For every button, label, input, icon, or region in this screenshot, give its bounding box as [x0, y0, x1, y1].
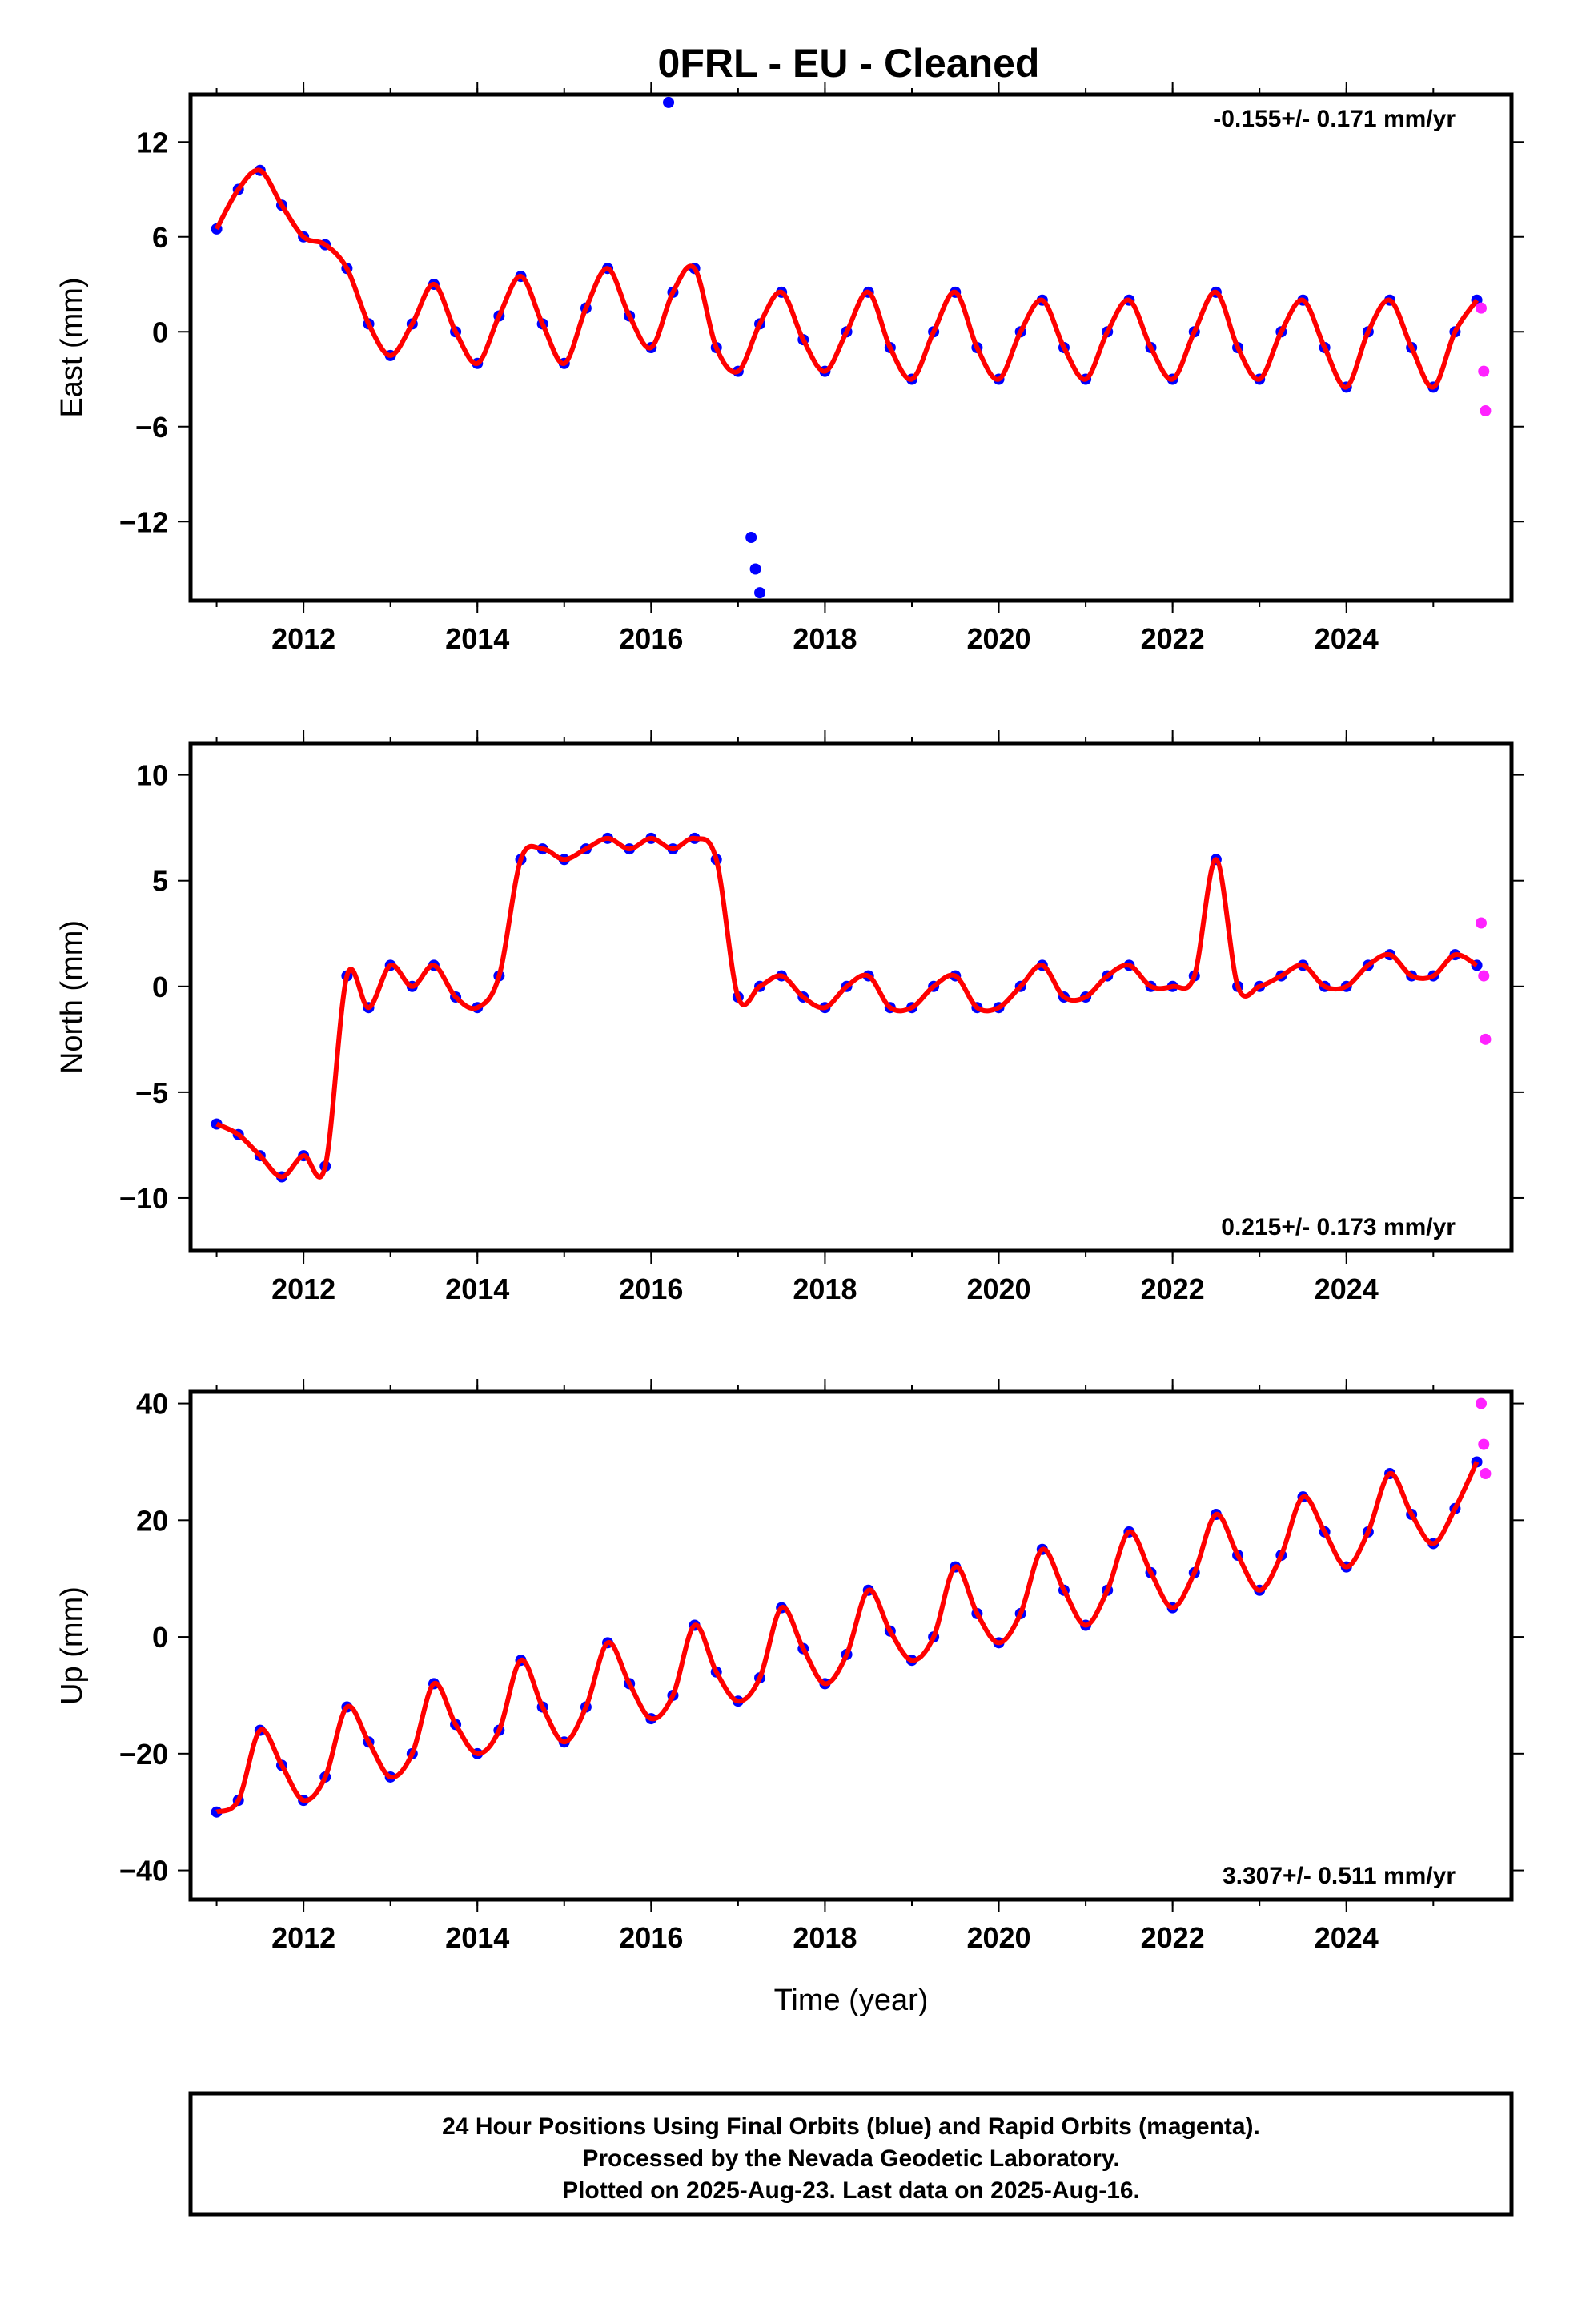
- p0-final-orbit-point: [663, 96, 675, 108]
- p2-y-tick-label: −40: [119, 1855, 168, 1888]
- p2-x-tick-label: 2016: [619, 1921, 683, 1954]
- p0-y-tick-label: 12: [136, 126, 168, 159]
- p0-y-tick-label: 6: [152, 221, 168, 254]
- p2-y-axis-label: Up (mm): [55, 1586, 89, 1705]
- p2-x-tick-label: 2014: [445, 1921, 509, 1954]
- p1-y-tick-label: −10: [119, 1182, 168, 1215]
- p0-final-orbit-point: [745, 532, 757, 543]
- figure-title: 0FRL - EU - Cleaned: [658, 41, 1040, 86]
- p0-x-tick-label: 2024: [1315, 622, 1379, 655]
- x-axis-label: Time (year): [774, 1984, 929, 2017]
- p0-x-tick-label: 2020: [966, 622, 1030, 655]
- p2-x-tick-label: 2018: [793, 1921, 857, 1954]
- p0-y-tick-label: −6: [135, 411, 168, 444]
- p1-x-tick-label: 2024: [1315, 1273, 1379, 1305]
- p1-rate-label: 0.215+/- 0.173 mm/yr: [1221, 1214, 1456, 1240]
- p1-x-tick-label: 2020: [966, 1273, 1030, 1305]
- p1-rapid-orbit-point: [1480, 1033, 1492, 1045]
- p1-frame: [188, 741, 1514, 1253]
- p0-x-tick-label: 2022: [1141, 622, 1205, 655]
- up-panel: 2012 2014 2016 2018 2020 2022 2024 40 20 0 −20 −40 U…: [55, 1379, 1524, 1954]
- p2-data: [211, 1397, 1492, 1818]
- p1-rapid-orbit-point: [1478, 970, 1490, 982]
- p1-model-curve: [215, 835, 1479, 1180]
- p0-rapid-orbit-point: [1480, 405, 1492, 416]
- p0-x-tick-label: 2014: [445, 622, 509, 655]
- footer-line-3: Plotted on 2025-Aug-23. Last data on 202…: [562, 2177, 1140, 2204]
- p2-rapid-orbit-point: [1480, 1468, 1492, 1480]
- p2-x-tick-label: 2020: [966, 1921, 1030, 1954]
- p1-y-tick-label: 5: [152, 865, 168, 898]
- p2-model-curve: [215, 1461, 1480, 1815]
- p2-frame: [188, 1389, 1514, 1902]
- p2-y-tick-label: 40: [136, 1388, 168, 1421]
- p1-x-tick-label: 2018: [793, 1273, 857, 1305]
- p1-rapid-orbit-point: [1476, 917, 1488, 929]
- p0-rate-label: -0.155+/- 0.171 mm/yr: [1213, 106, 1456, 132]
- p0-data: [211, 96, 1492, 599]
- p1-y-tick-label: 0: [152, 971, 168, 1003]
- p2-x-tick-label: 2024: [1315, 1921, 1379, 1954]
- p0-y-tick-label: 0: [152, 316, 168, 348]
- p2-x-tick-label: 2022: [1141, 1921, 1205, 1954]
- footer-line-2: Processed by the Nevada Geodetic Laborat…: [582, 2145, 1119, 2172]
- p0-final-orbit-point: [754, 587, 766, 599]
- footer-line-1: 24 Hour Positions Using Final Orbits (bl…: [442, 2113, 1260, 2140]
- p0-frame: [188, 92, 1514, 603]
- p0-rapid-orbit-point: [1478, 365, 1490, 377]
- p2-x-tick-label: 2012: [271, 1921, 335, 1954]
- p1-x-tick-label: 2022: [1141, 1273, 1205, 1305]
- p0-x-tick-label: 2012: [271, 622, 335, 655]
- p2-y-tick-label: −20: [119, 1738, 168, 1771]
- p2-y-tick-label: 20: [136, 1504, 168, 1537]
- p1-x-tick-label: 2014: [445, 1273, 509, 1305]
- p1-y-axis-label: North (mm): [55, 920, 89, 1074]
- p2-rapid-orbit-point: [1478, 1438, 1490, 1450]
- footer-box: [188, 2091, 1514, 2217]
- p1-y-tick-label: −5: [135, 1076, 168, 1109]
- p2-y-tick-label: 0: [152, 1621, 168, 1654]
- east-panel: 2012 2014 2016 2018 2020 2022 2024 12 6 0 −6 −12 Eas…: [55, 82, 1524, 655]
- p0-x-tick-label: 2018: [793, 622, 857, 655]
- p1-data: [211, 832, 1492, 1183]
- p0-final-orbit-point: [749, 563, 761, 575]
- p0-model-curve: [214, 167, 1480, 390]
- north-panel: 2012 2014 2016 2018 2020 2022 2024 10 5 0 −5 −10 Nor…: [55, 730, 1524, 1305]
- p1-x-tick-label: 2016: [619, 1273, 683, 1305]
- p0-rapid-orbit-point: [1476, 302, 1488, 314]
- p0-x-tick-label: 2016: [619, 622, 683, 655]
- p2-rate-label: 3.307+/- 0.511 mm/yr: [1223, 1863, 1456, 1889]
- p1-y-tick-label: 10: [136, 759, 168, 792]
- p1-x-tick-label: 2012: [271, 1273, 335, 1305]
- p0-y-axis-label: East (mm): [55, 277, 89, 417]
- p0-y-tick-label: −12: [119, 505, 168, 538]
- p2-rapid-orbit-point: [1476, 1397, 1488, 1409]
